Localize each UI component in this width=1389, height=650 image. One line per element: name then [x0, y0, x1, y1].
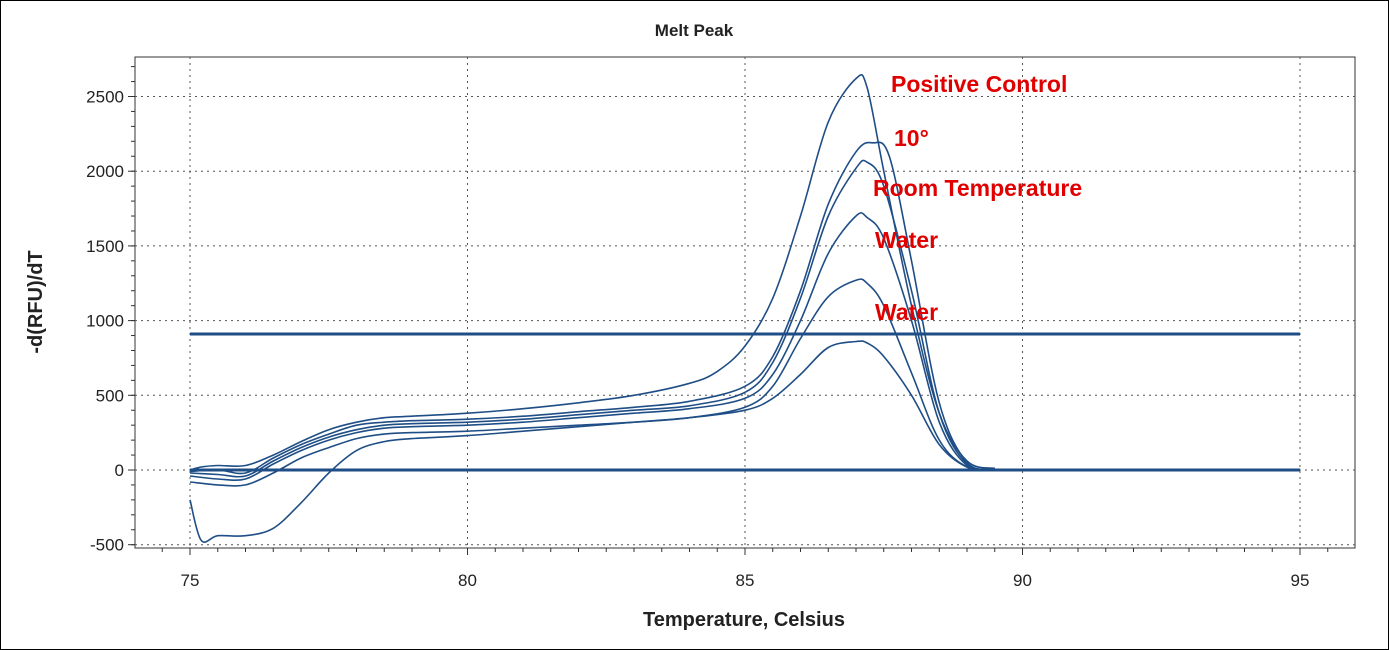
- annotation-water-1: Water: [875, 227, 938, 253]
- annotation-positive-control: Positive Control: [891, 71, 1067, 97]
- x-tick-label: 90: [1013, 571, 1032, 590]
- x-tick-label: 75: [181, 571, 200, 590]
- chart-title: Melt Peak: [655, 21, 734, 40]
- x-tick-label: 85: [736, 571, 755, 590]
- series-lines: [189, 74, 995, 543]
- series-line: [189, 141, 995, 475]
- series-line: [189, 159, 995, 478]
- x-tick-label: 80: [458, 571, 477, 590]
- y-tick-label: 1000: [86, 312, 124, 331]
- grid-lines: [135, 57, 1355, 548]
- y-tick-label: 1500: [86, 237, 124, 256]
- x-axis-label: Temperature, Celsius: [643, 609, 845, 631]
- y-tick-label: 500: [96, 386, 124, 405]
- y-tick-label: -500: [90, 536, 124, 555]
- annotation-room-temperature: Room Temperature: [873, 175, 1082, 201]
- x-tick-label: 95: [1291, 571, 1310, 590]
- series-line: [189, 212, 995, 482]
- y-tick-label: 2500: [86, 88, 124, 107]
- series-line: [189, 74, 995, 471]
- annotation-water-2: Water: [875, 299, 938, 325]
- axis-ticks: [128, 66, 1329, 555]
- threshold-lines: [190, 332, 1300, 472]
- y-axis-label: -d(RFU)/dT: [25, 250, 47, 353]
- y-tick-label: 2000: [86, 162, 124, 181]
- annotation-10-degrees: 10°: [894, 125, 929, 151]
- series-line: [189, 340, 995, 543]
- y-tick-label: 0: [115, 461, 124, 480]
